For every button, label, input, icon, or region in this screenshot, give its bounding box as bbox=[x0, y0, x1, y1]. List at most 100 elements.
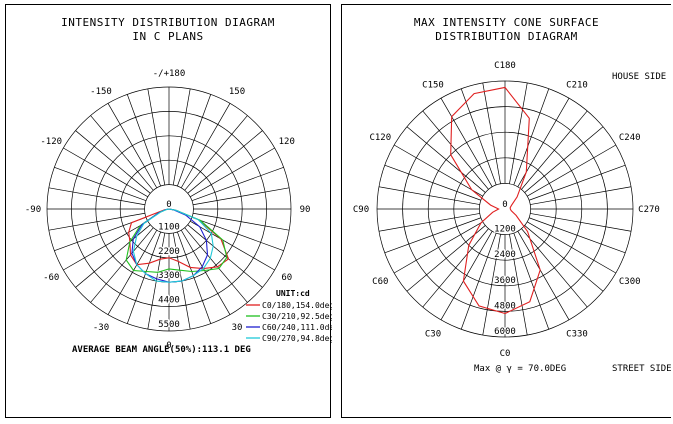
grid-spoke bbox=[528, 164, 626, 201]
grid-spoke bbox=[180, 229, 231, 315]
cone-surface-curve bbox=[450, 86, 541, 315]
grid-spoke bbox=[521, 110, 588, 190]
grid-spoke bbox=[187, 130, 263, 194]
grid-spoke bbox=[517, 230, 570, 321]
left-polar-chart: 0 30 60 90 120 150 -/+180 -150 -120 -90 -60 -30 0 110… bbox=[25, 69, 332, 355]
grid-spoke bbox=[422, 228, 489, 308]
grid-spoke bbox=[460, 232, 497, 330]
house-side-label: HOUSE SIDE bbox=[612, 72, 666, 82]
angle-label: 60 bbox=[281, 273, 292, 283]
grid-spoke bbox=[126, 94, 161, 187]
max-gamma-footer: Max @ γ = 70.0DEG bbox=[474, 364, 566, 374]
radial-label: 0 bbox=[502, 200, 507, 210]
grid-spoke bbox=[482, 82, 501, 184]
grid-spoke bbox=[521, 228, 588, 308]
angle-label: -150 bbox=[90, 87, 112, 97]
grid-spoke bbox=[513, 88, 550, 186]
grid-spoke bbox=[384, 164, 482, 201]
grid-spoke bbox=[172, 88, 191, 186]
angle-label: 150 bbox=[229, 87, 245, 97]
grid-spoke bbox=[63, 147, 149, 198]
grid-spoke bbox=[184, 227, 248, 303]
radial-label: 1100 bbox=[158, 222, 180, 232]
grid-spoke bbox=[378, 213, 480, 232]
c-plane-label: C150 bbox=[422, 80, 444, 90]
grid-spoke bbox=[509, 234, 528, 336]
beam-angle-footer: AVERAGE BEAM ANGLE(50%):113.1 DEG bbox=[72, 345, 251, 355]
grid-spoke bbox=[384, 217, 482, 254]
series-curve bbox=[125, 208, 228, 273]
grid-spoke bbox=[526, 221, 617, 274]
radial-label: 5500 bbox=[158, 320, 180, 330]
angle-label: 120 bbox=[279, 137, 295, 147]
c-plane-label: C90 bbox=[353, 205, 369, 215]
legend-label: C0/180,154.0deg bbox=[262, 301, 332, 310]
c-plane-label: C120 bbox=[369, 133, 391, 143]
radial-label: 6000 bbox=[494, 327, 516, 337]
grid-spoke bbox=[378, 186, 480, 205]
grid-spoke bbox=[509, 82, 528, 184]
c-plane-label: C210 bbox=[566, 80, 588, 90]
legend-label: C60/240,111.0deg bbox=[262, 323, 332, 332]
c-plane-label: C240 bbox=[619, 133, 641, 143]
grid-spoke bbox=[513, 232, 550, 330]
grid-spoke bbox=[90, 227, 154, 303]
legend-label: C30/210,92.5deg bbox=[262, 312, 332, 321]
grid-spoke bbox=[482, 234, 501, 336]
radial-label: 4800 bbox=[494, 301, 516, 311]
grid-spoke bbox=[192, 212, 290, 231]
c-plane-label: C330 bbox=[566, 330, 588, 340]
c-plane-label: C60 bbox=[372, 277, 388, 287]
grid-spoke bbox=[460, 88, 497, 186]
legend-label: C90/270,94.8deg bbox=[262, 334, 332, 343]
right-title-line1: MAX INTENSITY CONE SURFACE bbox=[413, 16, 600, 29]
radial-label: 3600 bbox=[494, 276, 516, 286]
grid-spoke bbox=[530, 186, 632, 205]
left-title-line2: IN C PLANS bbox=[132, 30, 204, 43]
angle-label: -/+180 bbox=[153, 69, 186, 79]
radial-label: 0 bbox=[166, 200, 171, 210]
grid-spoke bbox=[530, 213, 632, 232]
angle-label: -60 bbox=[43, 273, 59, 283]
grid-spoke bbox=[177, 231, 212, 324]
grid-spoke bbox=[177, 94, 212, 187]
angle-label: 0 bbox=[166, 341, 171, 351]
grid-spoke bbox=[422, 110, 489, 190]
c-plane-label: C30 bbox=[425, 330, 441, 340]
grid-spoke bbox=[393, 144, 484, 197]
radial-label: 3300 bbox=[158, 271, 180, 281]
grid-spoke bbox=[48, 187, 146, 206]
right-panel: MAX INTENSITY CONE SURFACE DISTRIBUTION … bbox=[341, 4, 672, 418]
grid-spoke bbox=[184, 115, 248, 191]
grid-spoke bbox=[440, 230, 493, 321]
right-polar-chart: C0 C30 C60 C90 C120 C150 C180 C210 C240 C270 C300 C… bbox=[353, 61, 672, 374]
angle-label: 30 bbox=[232, 323, 243, 333]
grid-spoke bbox=[180, 103, 231, 189]
angle-label: -120 bbox=[40, 137, 62, 147]
c-plane-label: C180 bbox=[494, 61, 516, 71]
grid-spoke bbox=[191, 166, 284, 201]
grid-spoke bbox=[107, 103, 158, 189]
grid-spoke bbox=[406, 126, 486, 193]
unit-label: UNIT:cd bbox=[276, 289, 310, 298]
grid-spoke bbox=[189, 147, 275, 198]
grid-spoke bbox=[90, 115, 154, 191]
grid-spoke bbox=[48, 212, 146, 231]
grid-spoke bbox=[528, 217, 626, 254]
street-side-label: STREET SIDE bbox=[612, 364, 672, 374]
grid-spoke bbox=[75, 130, 151, 194]
grid-spoke bbox=[191, 217, 284, 252]
grid-spoke bbox=[440, 97, 493, 188]
left-panel: INTENSITY DISTRIBUTION DIAGRAM IN C PLAN… bbox=[5, 4, 332, 418]
grid-spoke bbox=[187, 224, 263, 288]
radial-label: 4400 bbox=[158, 296, 180, 306]
grid-spoke bbox=[107, 229, 158, 315]
right-title-line2: DISTRIBUTION DIAGRAM bbox=[435, 30, 578, 43]
grid-spoke bbox=[524, 225, 604, 292]
left-title-line1: INTENSITY DISTRIBUTION DIAGRAM bbox=[61, 16, 275, 29]
angle-label: -30 bbox=[93, 323, 109, 333]
grid-spoke bbox=[63, 220, 149, 271]
radial-label: 2200 bbox=[158, 247, 180, 257]
c-plane-label: C300 bbox=[619, 277, 641, 287]
series-curve bbox=[132, 208, 214, 283]
